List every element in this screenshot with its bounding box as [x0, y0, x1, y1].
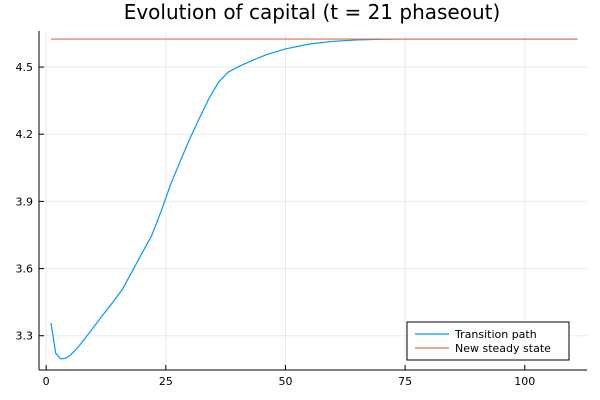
series-group: [50, 38, 578, 360]
x-tick-label: 0: [43, 375, 50, 388]
y-tick-label: 3.9: [16, 195, 34, 208]
y-tick-label: 4.5: [16, 61, 34, 74]
legend-box: [406, 321, 570, 361]
x-tick-label: 75: [398, 375, 412, 388]
x-tick-label: 100: [514, 375, 535, 388]
legend-label: New steady state: [455, 342, 551, 355]
y-tick-label: 3.6: [16, 263, 34, 276]
series-line-transition-path: [50, 38, 578, 360]
x-tick-label: 50: [278, 375, 292, 388]
y-tick-label: 4.2: [16, 128, 34, 141]
y-tick-label: 3.3: [16, 330, 34, 343]
legend-label: Transition path: [454, 328, 537, 341]
axes: 0 25 50 75 100 3.3 3.6 3.9 4.2 4.5: [16, 31, 587, 388]
chart-title: Evolution of capital (t = 21 phaseout): [124, 0, 501, 24]
grid: [39, 31, 587, 370]
x-tick-label: 25: [159, 375, 173, 388]
